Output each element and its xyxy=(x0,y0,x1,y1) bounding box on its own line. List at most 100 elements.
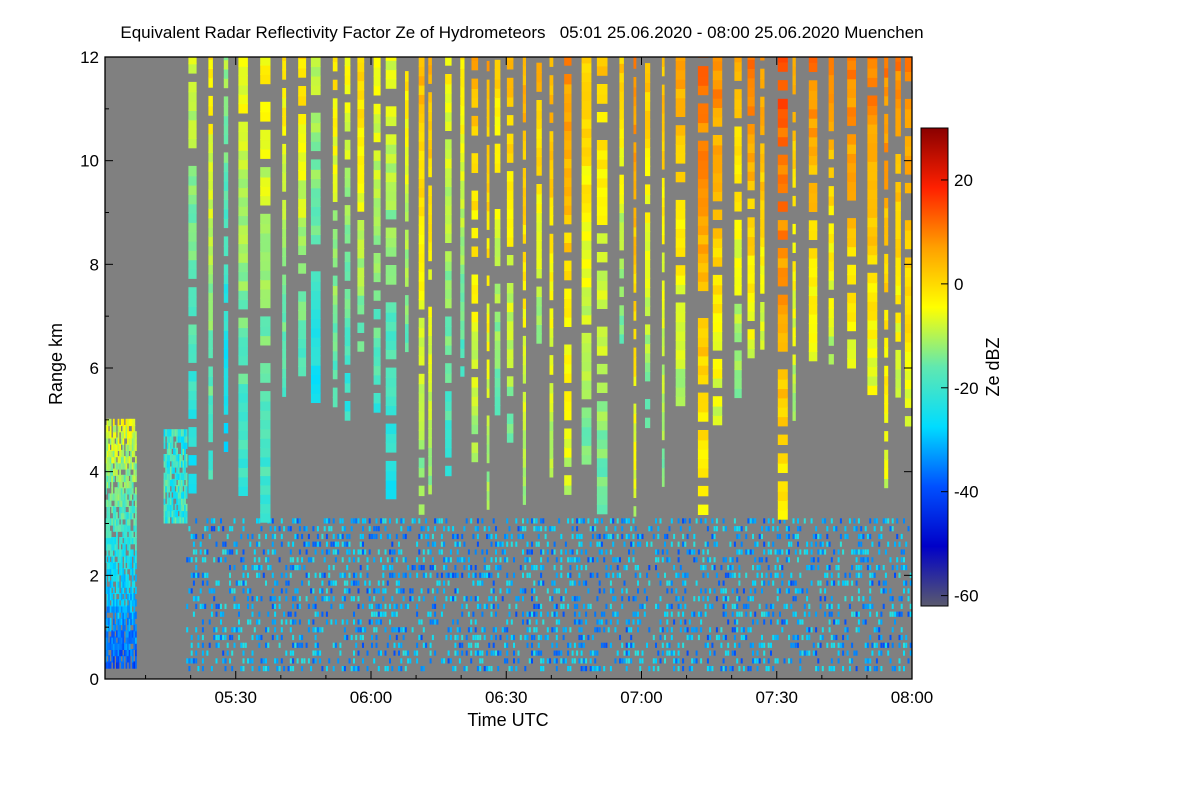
clutter-cell xyxy=(431,588,434,594)
streak-cell xyxy=(357,117,365,128)
clutter-cell xyxy=(720,565,723,571)
clutter-cell xyxy=(578,658,581,664)
streak-cell xyxy=(661,159,665,170)
clutter-cell xyxy=(857,572,860,578)
streak-cell xyxy=(847,78,856,89)
clutter-cell xyxy=(506,634,509,641)
clutter-cell xyxy=(513,572,515,578)
reflectivity-cell xyxy=(117,456,120,464)
reflectivity-cell xyxy=(108,568,110,576)
streak-cell xyxy=(373,374,381,385)
clutter-cell xyxy=(736,619,739,625)
clutter-cell xyxy=(745,611,748,617)
streak-cell xyxy=(385,376,397,388)
clutter-cell xyxy=(763,611,766,617)
streak-cell xyxy=(310,206,321,217)
streak-cell xyxy=(471,423,479,435)
streak-cell xyxy=(828,139,834,150)
clutter-cell xyxy=(499,541,502,547)
clutter-cell xyxy=(594,526,597,532)
reflectivity-cell xyxy=(117,418,120,427)
streak-cell xyxy=(633,403,637,414)
streak-cell xyxy=(494,246,501,257)
clutter-cell xyxy=(857,596,860,602)
streak-cell xyxy=(471,395,479,407)
clutter-cell xyxy=(461,603,464,609)
clutter-cell xyxy=(682,611,685,617)
streak-cell xyxy=(581,211,592,222)
streak-cell xyxy=(792,57,796,67)
streak-cell xyxy=(661,215,665,226)
clutter-cell xyxy=(752,565,754,571)
streak-cell xyxy=(188,212,197,223)
streak-cell xyxy=(373,169,381,180)
streak-cell xyxy=(734,135,742,147)
clutter-cell xyxy=(898,658,901,664)
colorbar-label: Ze dBZ xyxy=(983,337,1003,396)
reflectivity-cell xyxy=(179,472,182,480)
streak-cell xyxy=(777,397,788,408)
clutter-cell xyxy=(609,565,612,571)
clutter-cell xyxy=(321,596,324,602)
reflectivity-cell xyxy=(105,425,107,433)
clutter-cell xyxy=(470,650,473,656)
clutter-cell xyxy=(857,588,860,594)
reflectivity-cell xyxy=(105,648,107,657)
clutter-cell xyxy=(474,619,477,625)
reflectivity-cell xyxy=(179,454,182,462)
reflectivity-cell xyxy=(127,574,129,582)
streak-cell xyxy=(208,58,213,69)
streak-cell xyxy=(619,90,624,102)
clutter-cell xyxy=(427,588,430,594)
clutter-cell xyxy=(668,603,671,609)
streak-cell xyxy=(471,209,479,220)
streak-cell xyxy=(460,217,465,228)
clutter-cell xyxy=(851,658,854,664)
clutter-cell xyxy=(461,634,464,641)
reflectivity-cell xyxy=(108,443,110,451)
clutter-cell xyxy=(467,572,470,578)
clutter-cell xyxy=(558,619,561,625)
streak-cell xyxy=(357,80,365,91)
clutter-cell xyxy=(772,518,775,524)
clutter-cell xyxy=(486,565,488,571)
clutter-cell xyxy=(564,658,567,664)
clutter-cell xyxy=(882,580,885,586)
clutter-cell xyxy=(578,518,581,524)
clutter-cell xyxy=(524,588,527,594)
streak-cell xyxy=(418,411,425,422)
reflectivity-cell xyxy=(130,636,132,644)
streak-cell xyxy=(847,180,856,192)
clutter-cell xyxy=(337,533,340,540)
reflectivity-cell xyxy=(125,524,128,532)
streak-cell xyxy=(712,377,723,388)
clutter-cell xyxy=(276,634,279,641)
streak-cell xyxy=(332,79,338,91)
streak-cell xyxy=(747,338,755,349)
streak-cell xyxy=(661,205,665,217)
clutter-cell xyxy=(544,634,547,641)
reflectivity-cell xyxy=(123,543,126,551)
reflectivity-cell xyxy=(163,503,166,512)
clutter-cell xyxy=(253,627,256,633)
clutter-cell xyxy=(368,549,371,555)
clutter-cell xyxy=(222,549,225,555)
clutter-cell xyxy=(377,588,380,594)
clutter-cell xyxy=(607,572,610,578)
streak-cell xyxy=(596,214,608,225)
streak-cell xyxy=(828,111,834,122)
clutter-cell xyxy=(265,580,267,586)
reflectivity-cell xyxy=(127,555,129,563)
clutter-cell xyxy=(905,634,908,641)
streak-cell xyxy=(760,227,765,238)
clutter-cell xyxy=(706,596,709,602)
clutter-cell xyxy=(533,611,536,617)
clutter-cell xyxy=(341,557,344,563)
clutter-cell xyxy=(806,596,809,602)
clutter-cell xyxy=(364,627,367,633)
streak-cell xyxy=(847,87,856,98)
clutter-cell xyxy=(341,666,344,672)
streak-cell xyxy=(208,394,213,405)
streak-cell xyxy=(298,123,307,134)
reflectivity-cell xyxy=(123,499,126,507)
